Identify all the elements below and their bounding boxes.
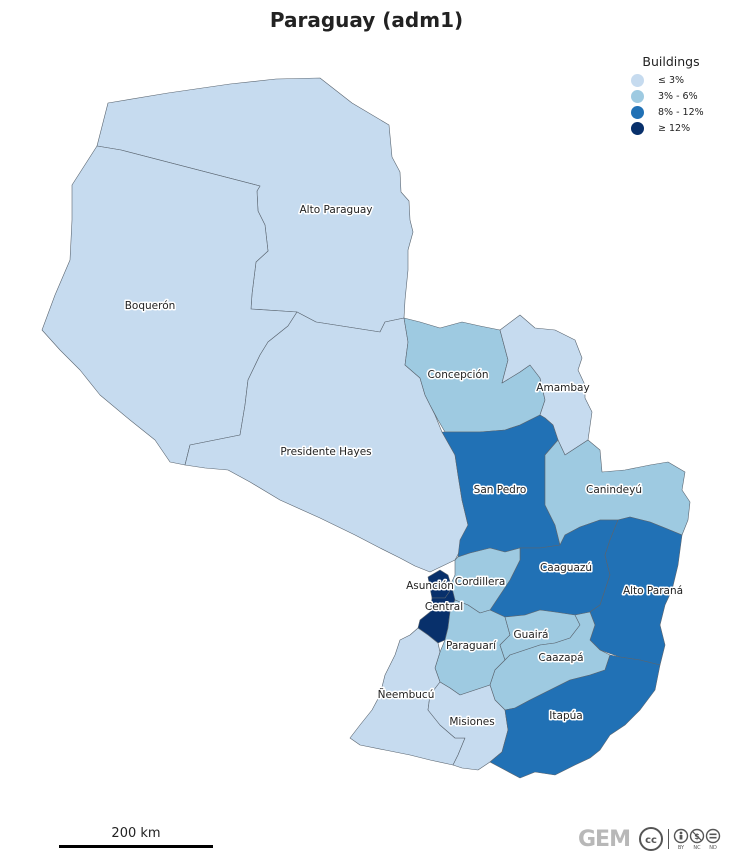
legend-label: 8% - 12% [658, 106, 704, 118]
label-caaguazu: Caaguazú [540, 562, 592, 574]
svg-text:NC: NC [693, 845, 701, 850]
license-badge: cc BY $ NC ND [638, 826, 721, 852]
region-misiones[interactable] [427, 681, 509, 771]
scale-bar: 200 km [59, 826, 213, 848]
scale-bar-line [59, 845, 213, 848]
svg-text:cc: cc [645, 835, 657, 846]
label-guaira: Guairá [514, 629, 549, 641]
label-caazapa: Caazapá [538, 652, 583, 664]
divider [667, 829, 669, 849]
label-alto-paraguay: Alto Paraguay [300, 204, 373, 216]
label-amambay: Amambay [536, 382, 589, 394]
label-canindeyu: Canindeyú [586, 484, 642, 496]
nc-icon: $ NC [689, 828, 705, 850]
label-boqueron: Boquerón [125, 300, 176, 312]
region-itapua[interactable] [489, 654, 661, 779]
label-paraguari: Paraguarí [446, 640, 497, 652]
svg-text:BY: BY [678, 845, 685, 850]
legend: Buildings ≤ 3% 3% - 6% 8% - 12% ≥ 12% [631, 54, 723, 136]
legend-item: 3% - 6% [631, 88, 723, 104]
by-icon: BY [673, 828, 689, 850]
label-san-pedro: San Pedro [474, 484, 527, 496]
legend-swatch [631, 73, 644, 87]
legend-item: ≤ 3% [631, 72, 723, 88]
cc-icon: cc [638, 827, 663, 851]
label-concepcion: Concepción [427, 369, 488, 381]
label-alto-parana: Alto Paraná [623, 585, 683, 597]
label-asuncion: Asunción [406, 580, 454, 592]
legend-label: ≤ 3% [658, 74, 685, 86]
label-misiones: Misiones [449, 716, 494, 728]
label-cordillera: Cordillera [455, 576, 506, 588]
gem-logo: GEM [578, 826, 631, 852]
scale-bar-label: 200 km [111, 826, 161, 841]
label-itapua: Itapúa [549, 710, 582, 722]
footer-logo: GEM cc BY $ NC ND [578, 826, 721, 852]
legend-swatch [631, 89, 644, 103]
label-central: Central [425, 601, 463, 613]
legend-label: 3% - 6% [658, 90, 698, 102]
legend-swatch [631, 121, 644, 135]
legend-item: 8% - 12% [631, 104, 723, 120]
region-neembucu[interactable] [349, 627, 466, 766]
legend-label: ≥ 12% [658, 122, 691, 134]
region-cordillera[interactable] [447, 547, 521, 614]
label-presidente-hayes: Presidente Hayes [280, 446, 371, 458]
svg-text:ND: ND [709, 845, 717, 850]
legend-swatch [631, 105, 644, 119]
legend-title: Buildings [642, 54, 700, 69]
nd-icon: ND [705, 828, 721, 850]
map-title: Paraguay (adm1) [269, 8, 464, 32]
legend-item: ≥ 12% [631, 120, 723, 136]
label-neembucu: Ñeembucú [378, 688, 435, 701]
